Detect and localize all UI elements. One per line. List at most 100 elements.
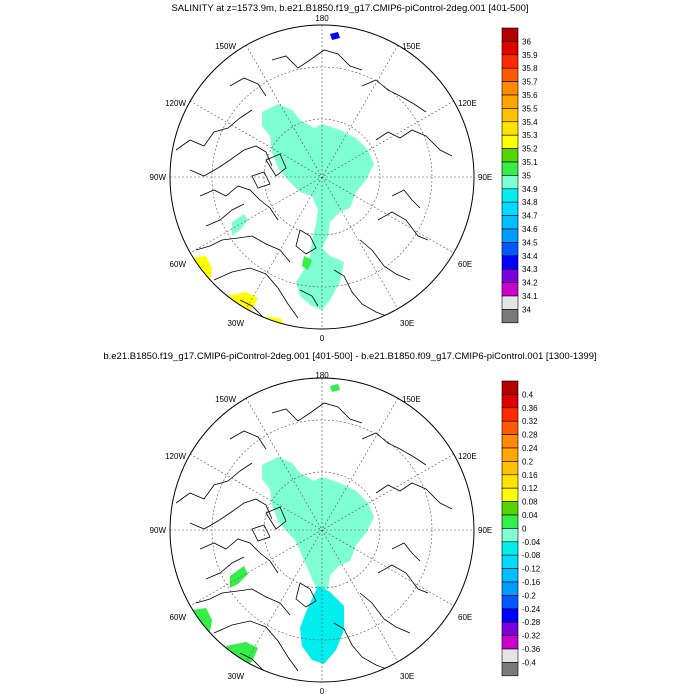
panel1-colorbar-tick-label: 34.7 (522, 212, 538, 221)
panel1-colorbar-color-box (501, 161, 519, 176)
lon-label-0: 0 (320, 334, 325, 343)
panel2-colorbar-color-box (501, 487, 519, 502)
panel2-colorbar-tick-label: -0.28 (522, 618, 541, 627)
difference-region-atlantic-sector (300, 586, 344, 664)
panel1-colorbar-color-box (501, 215, 519, 230)
panel2-colorbar-tick-label: 0.16 (522, 471, 538, 480)
panel2-colorbar-tick-label: 0.32 (522, 417, 538, 426)
panel2-colorbar-color-box (501, 621, 519, 636)
panel1-coastlines (175, 49, 453, 327)
lon-label-60e: 60E (458, 260, 472, 269)
panel2-colorbar-tick-label: 0 (522, 524, 527, 533)
panel2-colorbar-tick-label: 0.24 (522, 444, 538, 453)
difference-region-central-arctic-main (262, 457, 374, 585)
panel1-colorbar-tick-label: 34.2 (522, 279, 538, 288)
panel2-colorbar-color-box (501, 420, 519, 435)
panel2-colorbar-color-box (501, 541, 519, 556)
panel2-colorbar-tick-label: -0.32 (522, 632, 541, 641)
panel1-map: 180 0 90W 90E 150W 150E 120W 120E 60W 60… (150, 14, 493, 343)
panel1-colorbar-tick-label: 34.3 (522, 265, 538, 274)
lon-label-30e: 30E (400, 672, 414, 681)
lon-label-90e: 90E (478, 526, 492, 535)
panel2-colorbar-color-box (501, 528, 519, 543)
lon-label-90w: 90W (150, 173, 167, 182)
panel1-colorbar-tick-label: 34.4 (522, 252, 538, 261)
lon-label-150e: 150E (402, 42, 421, 51)
salinity-region-central-arctic (262, 104, 374, 310)
panel1-colorbar-color-box (501, 108, 519, 123)
panel2-map: 180 0 90W 90E 150W 150E 120W 120E 60W 60… (150, 371, 493, 696)
lon-label-90w: 90W (150, 526, 167, 535)
panel2-colorbar-tick-label: 0.36 (522, 404, 538, 413)
lon-label-60w: 60W (170, 260, 187, 269)
lon-label-120e: 120E (458, 452, 477, 461)
panel2-colorbar-tick-label: -0.04 (522, 538, 541, 547)
panel1-colorbar-tick-label: 35.1 (522, 158, 538, 167)
panel1-longitude-labels: 180 0 90W 90E 150W 150E 120W 120E 60W 60… (150, 14, 493, 343)
panel1-colorbar-color-box (501, 201, 519, 216)
panel2-colorbar-tick-label: -0.08 (522, 551, 541, 560)
panel1-colorbar-tick-label: 35.7 (522, 78, 538, 87)
panel2-colorbar-color-box (501, 501, 519, 516)
difference-region-north-atlantic (226, 642, 258, 668)
panel2-colorbar-color-box (501, 434, 519, 449)
lon-label-60e: 60E (458, 613, 472, 622)
panel2-colorbar-color-box (501, 662, 519, 677)
panel1-colorbar-color-box (501, 54, 519, 69)
panel1-colorbar-tick-label: 35.3 (522, 131, 538, 140)
panel1-colorbar-color-box (501, 27, 519, 42)
panel1-colorbar-tick-label: 36 (522, 37, 531, 46)
panel1-colorbar-tick-label: 34 (522, 305, 531, 314)
panel2-colorbar-tick-label: -0.4 (522, 658, 536, 667)
panel2-colorbar-tick-label: -0.36 (522, 645, 541, 654)
panel2-colorbar: 0.4 0.36 0.32 0.28 0.24 0.2 0.16 0.12 0.08 0.04 0 -… (501, 380, 541, 677)
panel2-colorbar-color-box (501, 514, 519, 529)
panel1-graticule (170, 25, 474, 329)
panel1-colorbar-tick-label: 34.5 (522, 238, 538, 247)
panel1-title: SALINITY at z=1573.9m, b.e21.B1850.f19_g… (171, 3, 529, 14)
panel1-colorbar-tick-label: 35.2 (522, 145, 538, 154)
panel2-colorbar-tick-label: -0.16 (522, 578, 541, 587)
lon-label-90e: 90E (478, 173, 492, 182)
panel2-colorbar-tick-label: 0.2 (522, 457, 534, 466)
panel2-map-border (169, 377, 475, 683)
panel2-colorbar-tick-label: -0.12 (522, 565, 541, 574)
panel2-colorbar-color-box (501, 581, 519, 596)
panel2-graticule (170, 378, 474, 682)
panel2-colorbar-tick-label: 0.08 (522, 498, 538, 507)
panel1-colorbar-color-box (501, 134, 519, 149)
panel2-colorbar-tick-label: 0.28 (522, 431, 538, 440)
lon-label-120w: 120W (165, 99, 186, 108)
panel1-colorbar-color-box (501, 309, 519, 324)
panel1-colorbar-tick-label: 35.6 (522, 91, 538, 100)
panel1-colorbar-color-box (501, 121, 519, 136)
panel2-colorbar-color-box (501, 608, 519, 623)
panel1-colorbar-color-box (501, 94, 519, 109)
panel2-colorbar-tick-label: 0.04 (522, 511, 538, 520)
salinity-region-greenland-sea (302, 256, 312, 270)
panel1-colorbar-color-box (501, 67, 519, 82)
lon-label-180: 180 (315, 14, 329, 23)
panel2-colorbar-color-box (501, 447, 519, 462)
panel2-colorbar-tick-label: -0.24 (522, 605, 541, 614)
lon-label-0: 0 (320, 687, 325, 696)
panel1-colorbar-tick-label: 34.9 (522, 185, 538, 194)
lon-label-120w: 120W (165, 452, 186, 461)
lon-label-120e: 120E (458, 99, 477, 108)
panel2-colorbar-color-box (501, 380, 519, 395)
panel1-colorbar-color-box (501, 41, 519, 56)
panel1-colorbar-color-box (501, 282, 519, 297)
panel2-longitude-labels: 180 0 90W 90E 150W 150E 120W 120E 60W 60… (150, 371, 493, 696)
panel2-title: b.e21.B1850.f19_g17.CMIP6-piControl-2deg… (103, 351, 597, 362)
panel2-colorbar-color-box (501, 595, 519, 610)
panel1-colorbar-tick-label: 35.9 (522, 51, 538, 60)
lon-label-180: 180 (315, 371, 329, 380)
panel1-colorbar-tick-label: 34.1 (522, 292, 538, 301)
salinity-region-north-atlantic-2 (258, 316, 288, 329)
panel2-colorbar-color-box (501, 635, 519, 650)
panel2-colorbar-color-box (501, 474, 519, 489)
difference-region-baffin (230, 566, 248, 588)
panel1-colorbar-color-box (501, 242, 519, 257)
panel2-colorbar-color-box (501, 461, 519, 476)
panel1-colorbar-tick-label: 35.8 (522, 64, 538, 73)
